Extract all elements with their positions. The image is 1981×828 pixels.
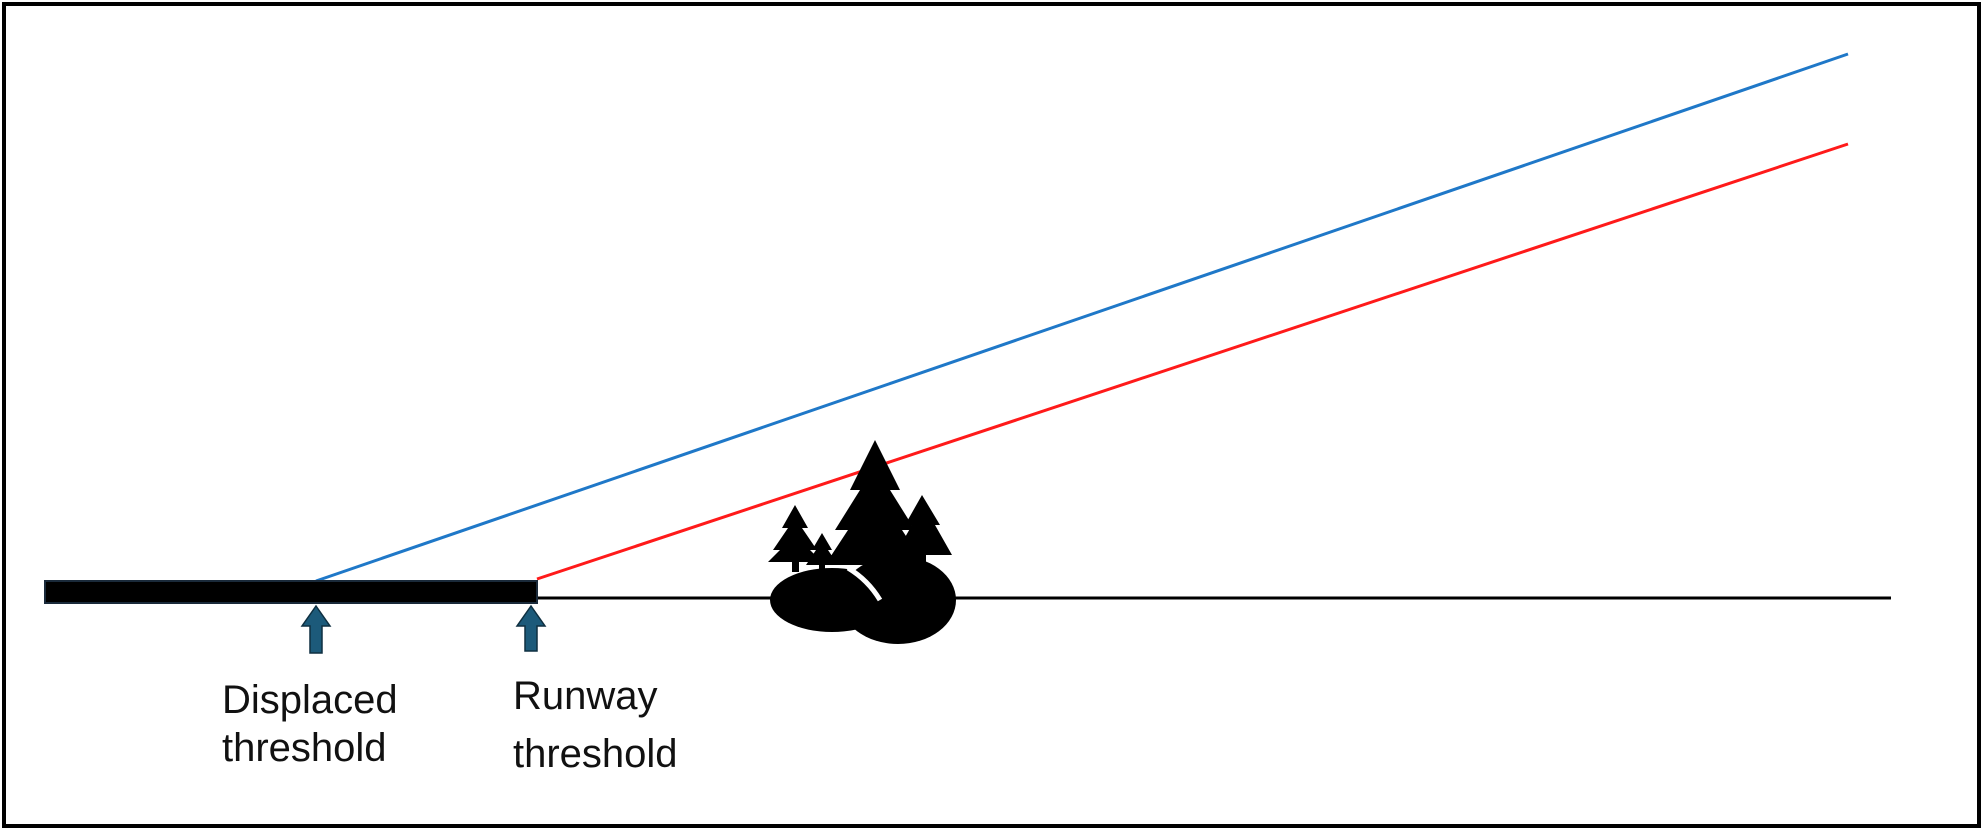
upper-approach-line — [315, 52, 1849, 583]
runway-threshold-label: Runway threshold — [513, 672, 678, 778]
displaced-threshold-line2: threshold — [222, 726, 387, 770]
runway-threshold-arrow-up-icon — [515, 604, 547, 652]
runway-threshold-line1: Runway — [513, 674, 658, 718]
displaced-threshold-line1: Displaced — [222, 678, 398, 722]
lower-approach-line — [536, 142, 1849, 581]
runway — [44, 580, 538, 604]
displaced-threshold-label: Displaced threshold — [222, 676, 398, 772]
runway-threshold-line2: threshold — [513, 732, 678, 776]
trees-icon — [768, 440, 956, 644]
displaced-threshold-arrow-up-icon — [300, 604, 332, 654]
